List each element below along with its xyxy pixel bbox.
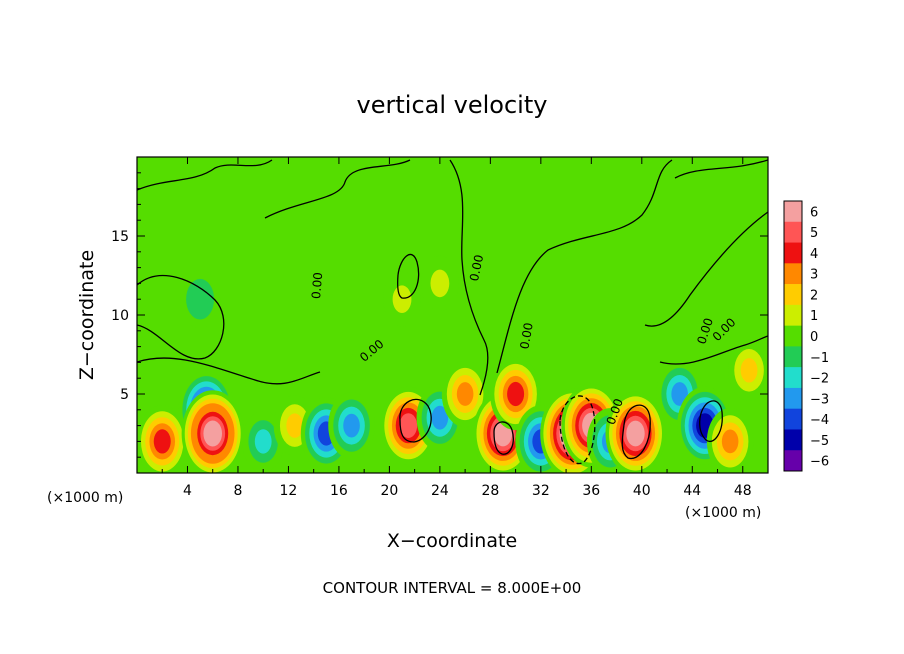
- x-tick-label: 8: [233, 483, 242, 499]
- x-axis-label: X−coordinate: [387, 530, 517, 552]
- velocity-cell-16: [605, 391, 666, 473]
- velocity-cell-23: [420, 255, 459, 311]
- x-tick-label: 20: [380, 483, 398, 499]
- velocity-cell-9: [441, 360, 489, 428]
- colorbar-swatch: [784, 263, 802, 285]
- colorbar-swatch: [784, 346, 802, 368]
- velocity-cell-21: [180, 270, 221, 329]
- contour-line-x20-cell: [399, 398, 432, 443]
- x-tick-label: 4: [183, 483, 192, 499]
- colorbar-swatch: [784, 221, 802, 243]
- colorbar-label: 0: [810, 330, 818, 345]
- contour-line-left-low: [137, 357, 321, 385]
- y-tick-label: 5: [120, 387, 129, 403]
- contour-line-x35-cell: [559, 395, 596, 465]
- y-axis-label: Z−coordinate: [76, 250, 98, 380]
- x-tick-label: 40: [633, 483, 651, 499]
- y-axis-ticks: 5 10 15: [111, 172, 768, 458]
- chart-title: vertical velocity: [357, 91, 548, 119]
- contour-line-central-trough: [449, 159, 489, 396]
- velocity-band: [430, 269, 450, 298]
- velocity-cell-20: [727, 339, 768, 401]
- velocity-cell-19: [706, 408, 754, 473]
- colorbar-swatch: [784, 408, 802, 430]
- contour-line-upper-middle: [264, 159, 411, 219]
- contour-line-upper-left: [137, 159, 273, 191]
- colorbar-label: 6: [810, 205, 818, 220]
- heatmap-field: [137, 157, 768, 473]
- velocity-band: [431, 405, 449, 430]
- colorbar-label: −3: [810, 392, 829, 407]
- contour-label-2: 0.00: [309, 272, 325, 300]
- velocity-band: [254, 429, 272, 454]
- colorbar-label: −6: [810, 455, 829, 470]
- x-tick-label: 24: [431, 483, 449, 499]
- colorbar-swatch: [784, 284, 802, 306]
- colorbar-label: −5: [810, 434, 829, 449]
- contour-label-0: 0.00: [467, 253, 486, 282]
- colorbar-label: −2: [810, 372, 829, 387]
- colorbar-swatch: [784, 242, 802, 264]
- contour-line-x29-cell: [493, 421, 514, 455]
- contour-line-right-plume: [644, 211, 768, 327]
- velocity-band: [721, 429, 739, 454]
- colorbar: 6 5 4 3 2 1 0 −1 −2 −3 −4 −5 −6: [783, 200, 829, 472]
- velocity-band: [626, 420, 645, 447]
- colorbar-frame: [783, 200, 803, 472]
- contour-line-right-dome: [496, 159, 673, 374]
- x-tick-label: 36: [582, 483, 600, 499]
- colorbar-label: 5: [810, 226, 818, 241]
- velocity-band: [399, 413, 418, 438]
- colorbar-label: 2: [810, 289, 818, 304]
- colorbar-swatch: [784, 304, 802, 326]
- colorbar-swatch: [784, 450, 802, 472]
- velocity-cell-6: [328, 392, 375, 459]
- zero-contours: [137, 159, 768, 465]
- x-tick-label: 48: [734, 483, 752, 499]
- velocity-band: [392, 285, 412, 314]
- contour-line-x45-cell: [699, 400, 723, 442]
- velocity-band: [740, 358, 758, 383]
- colorbar-label: 3: [810, 268, 818, 283]
- colorbar-swatch: [784, 387, 802, 409]
- colorbar-swatch: [784, 325, 802, 347]
- velocity-band: [507, 381, 525, 407]
- colorbar-label: 4: [810, 247, 818, 262]
- contour-line-right-low: [659, 335, 768, 365]
- velocity-band: [192, 287, 209, 311]
- colorbar-swatch: [784, 429, 802, 451]
- velocity-band: [203, 420, 223, 447]
- velocity-band: [286, 413, 304, 438]
- velocity-cell-0: [137, 405, 188, 473]
- x-axis-ticks: 4 8 12 16 20 24 28 32 36 40 44 48: [161, 157, 752, 499]
- x-tick-label: 16: [330, 483, 348, 499]
- y-tick-label: 10: [111, 308, 129, 324]
- velocity-cell-2: [181, 390, 244, 473]
- velocity-band: [343, 413, 360, 438]
- colorbar-label: −4: [810, 413, 829, 428]
- contour-label-1: 0.00: [517, 322, 535, 351]
- colorbar-swatch: [784, 367, 802, 389]
- x-unit-left: (×1000 m): [47, 490, 123, 506]
- contour-line-left-plume: [137, 274, 225, 360]
- contour-line-right-upper: [674, 159, 768, 179]
- x-tick-label: 12: [280, 483, 298, 499]
- contour-line-central-cell: [396, 253, 420, 299]
- contour-interval-note: CONTOUR INTERVAL = 8.000E+00: [323, 579, 582, 597]
- velocity-band: [153, 429, 171, 454]
- y-tick-label: 15: [111, 229, 129, 245]
- colorbar-label: 1: [810, 309, 818, 324]
- x-tick-label: 28: [481, 483, 499, 499]
- velocity-band: [671, 382, 688, 406]
- colorbar-label: −1: [810, 351, 829, 366]
- colorbar-swatch: [784, 201, 802, 223]
- velocity-cell-22: [383, 271, 421, 327]
- x-unit-right: (×1000 m): [685, 505, 761, 521]
- contour-line-x39-cell: [621, 404, 651, 460]
- velocity-band: [456, 382, 474, 406]
- x-tick-label: 44: [683, 483, 701, 499]
- x-tick-label: 32: [532, 483, 550, 499]
